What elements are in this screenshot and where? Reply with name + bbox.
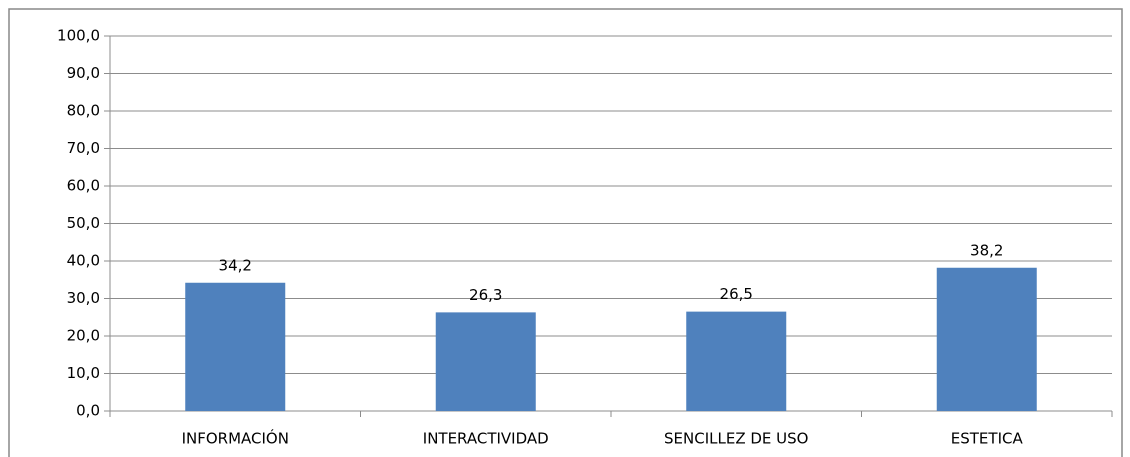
data-label: 38,2 (970, 241, 1003, 259)
data-label: 26,5 (720, 285, 753, 303)
y-tick-label: 70,0 (67, 139, 100, 157)
x-tick-label: INTERACTIVIDAD (423, 430, 549, 448)
bar (185, 282, 286, 411)
y-tick-label: 20,0 (67, 327, 100, 345)
chart-frame (8, 8, 1123, 457)
bar (435, 312, 536, 411)
y-tick-label: 50,0 (67, 214, 100, 232)
y-tick-label: 40,0 (67, 252, 100, 270)
bar (936, 267, 1037, 411)
y-tick-label: 0,0 (76, 402, 100, 420)
data-label: 34,2 (219, 256, 252, 274)
x-tick-label: SENCILLEZ DE USO (664, 430, 808, 448)
data-label: 26,3 (469, 286, 502, 304)
x-tick-label: ESTETICA (951, 430, 1024, 448)
y-tick-label: 30,0 (67, 289, 100, 307)
x-tick-label: INFORMACIÓN (182, 429, 289, 448)
y-tick-label: 100,0 (57, 27, 100, 45)
bar (686, 311, 787, 411)
y-tick-label: 10,0 (67, 364, 100, 382)
y-tick-label: 80,0 (67, 102, 100, 120)
y-tick-label: 90,0 (67, 64, 100, 82)
y-tick-label: 60,0 (67, 177, 100, 195)
